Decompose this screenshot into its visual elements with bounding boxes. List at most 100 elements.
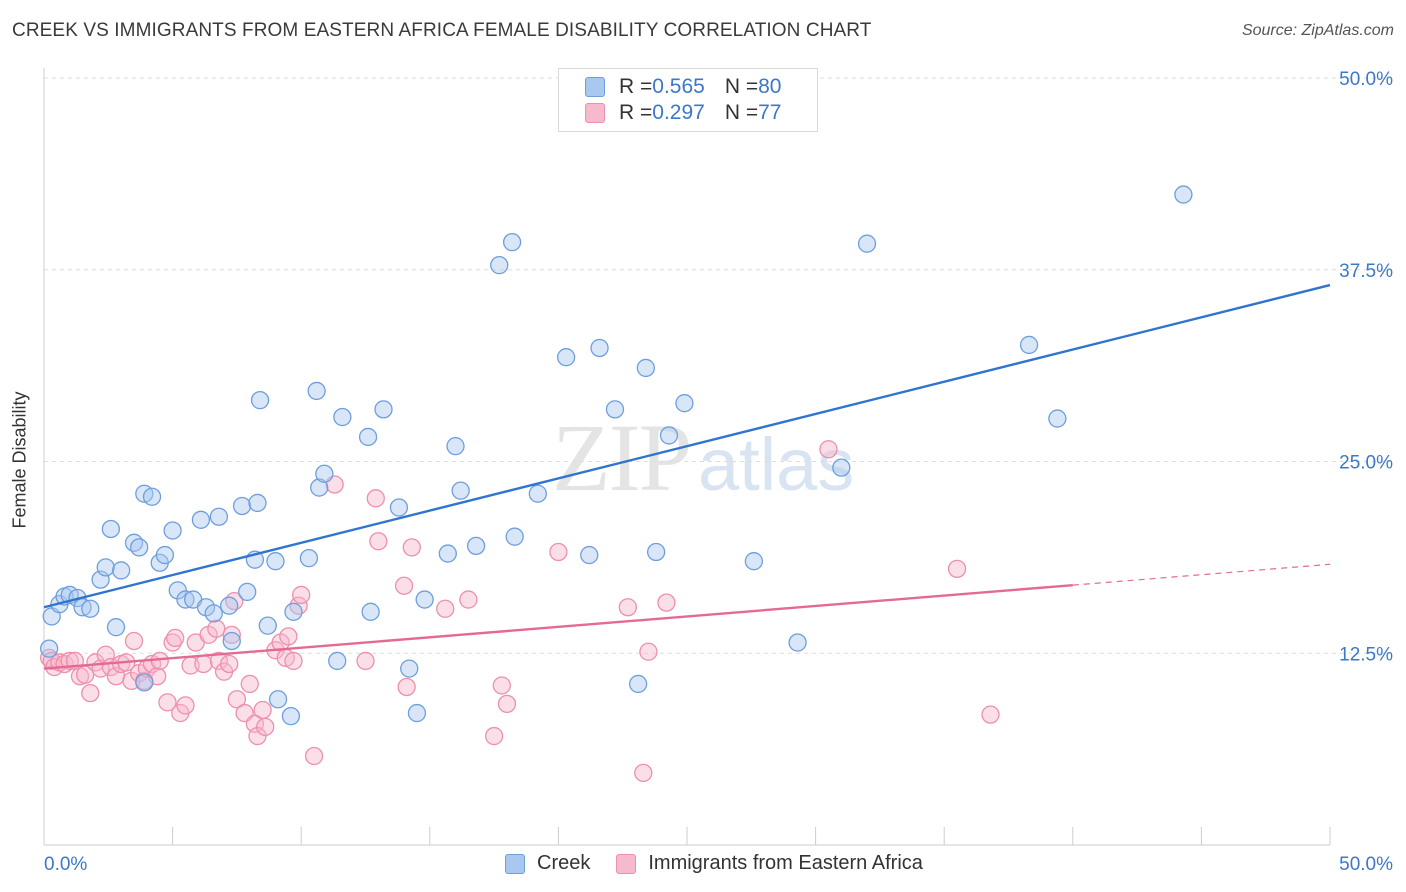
data-points — [39, 185, 1193, 783]
creek-point — [556, 348, 576, 367]
creek-point — [505, 527, 524, 546]
creek-point — [605, 400, 625, 419]
eastern-africa-point — [253, 700, 272, 720]
correlation-legend: R = 0.565 N = 80 R = 0.297 N = 77 — [558, 68, 818, 132]
eastern-africa-swatch — [616, 853, 637, 874]
y-tick-label: 12.5% — [1339, 644, 1393, 665]
creek-point — [590, 338, 609, 358]
creek-point — [155, 545, 175, 565]
eastern-africa-point — [209, 651, 229, 671]
eastern-africa-point — [366, 489, 385, 508]
creek-point — [232, 496, 252, 516]
creek-trend-line — [43, 283, 1331, 609]
creek-point — [1174, 185, 1193, 204]
chart-title: CREEK VS IMMIGRANTS FROM EASTERN AFRICA … — [12, 20, 872, 41]
eastern-africa-point — [220, 654, 239, 674]
eastern-africa-point — [284, 651, 303, 671]
r-value: 0.565 — [652, 75, 705, 98]
eastern-africa-point — [549, 542, 568, 562]
eastern-africa-point — [166, 628, 185, 648]
eastern-africa-point — [484, 726, 504, 746]
creek-point — [130, 538, 149, 557]
eastern-africa-point — [459, 590, 478, 609]
x-tick-label: 50.0% — [1339, 854, 1393, 875]
creek-point — [204, 604, 223, 623]
legend-label-eastern-africa: Immigrants from Eastern Africa — [648, 852, 923, 874]
creek-point — [832, 458, 851, 477]
creek-point — [96, 558, 115, 577]
legend-item-eastern-africa[interactable]: Immigrants from Eastern Africa — [616, 852, 923, 875]
creek-point — [374, 400, 393, 419]
creek-point — [446, 437, 465, 456]
creek-point — [636, 358, 655, 378]
creek-point — [389, 498, 409, 517]
creek-point — [163, 521, 182, 540]
creek-point — [220, 596, 239, 615]
creek-point — [490, 255, 509, 275]
eastern-africa-point — [639, 642, 658, 661]
creek-point — [580, 545, 599, 565]
eastern-africa-point — [492, 676, 511, 695]
eastern-africa-point — [150, 651, 169, 671]
y-tick-label: 37.5% — [1339, 261, 1393, 282]
eastern-africa-point — [240, 674, 259, 694]
creek-point — [438, 544, 457, 563]
eastern-africa-point — [618, 598, 637, 617]
creek-point — [142, 487, 162, 506]
source-label: Source: ZipAtlas.com — [1241, 22, 1394, 39]
eastern-africa-point — [158, 693, 177, 712]
eastern-africa-point — [207, 619, 226, 638]
creek-point — [299, 548, 319, 568]
creek-point — [675, 394, 694, 413]
creek-point — [466, 536, 486, 556]
legend-item-creek[interactable]: Creek — [505, 852, 590, 875]
creek-point — [307, 381, 326, 401]
creek-point — [176, 590, 195, 609]
eastern-africa-trend-extension — [1072, 563, 1331, 586]
creek-point — [112, 561, 131, 580]
n-label: N = — [724, 75, 759, 98]
eastern-africa-point — [39, 648, 59, 668]
creek-swatch — [505, 853, 525, 874]
creek-point — [191, 510, 211, 529]
creek-point — [744, 552, 764, 571]
r-label: R = — [619, 75, 653, 98]
creek-point — [81, 599, 100, 618]
watermark-zip: ZIP — [552, 404, 692, 511]
creek-point — [415, 590, 434, 609]
creek-point — [407, 703, 427, 723]
creek-point — [238, 582, 257, 602]
eastern-africa-point — [124, 631, 144, 651]
creek-point — [659, 426, 679, 445]
eastern-africa-point — [981, 705, 1000, 724]
creek-point — [358, 427, 378, 447]
creek-point — [258, 616, 277, 635]
n-value: 77 — [758, 101, 782, 124]
legend-label-creek: Creek — [537, 852, 591, 874]
creek-point — [284, 602, 303, 621]
eastern-africa-point — [81, 683, 100, 703]
creek-swatch — [585, 77, 605, 97]
n-label: N = — [724, 101, 759, 124]
eastern-africa-point — [369, 532, 388, 551]
creek-point — [250, 390, 270, 410]
y-tick-label: 25.0% — [1339, 453, 1393, 474]
eastern-africa-point — [634, 763, 653, 783]
eastern-africa-point — [394, 576, 414, 595]
y-tick-label: 50.0% — [1339, 69, 1393, 90]
creek-point — [451, 481, 470, 500]
creek-point — [315, 464, 334, 483]
legend-row-creek: R = 0.565 N = 80 — [585, 75, 781, 99]
creek-point — [628, 674, 648, 694]
r-value: 0.297 — [652, 101, 705, 124]
creek-point — [135, 673, 154, 692]
creek-point — [39, 639, 59, 658]
creek-point — [222, 631, 241, 651]
tick-labels: 12.5% 25.0% 37.5% 50.0% 0.0% 50.0% — [44, 69, 1393, 875]
eastern-africa-point — [819, 440, 838, 459]
creek-point — [101, 519, 121, 539]
series-legend: Creek Immigrants from Eastern Africa — [505, 852, 949, 875]
eastern-africa-point — [292, 585, 311, 605]
legend-row-eastern-africa: R = 0.297 N = 77 — [585, 101, 781, 125]
